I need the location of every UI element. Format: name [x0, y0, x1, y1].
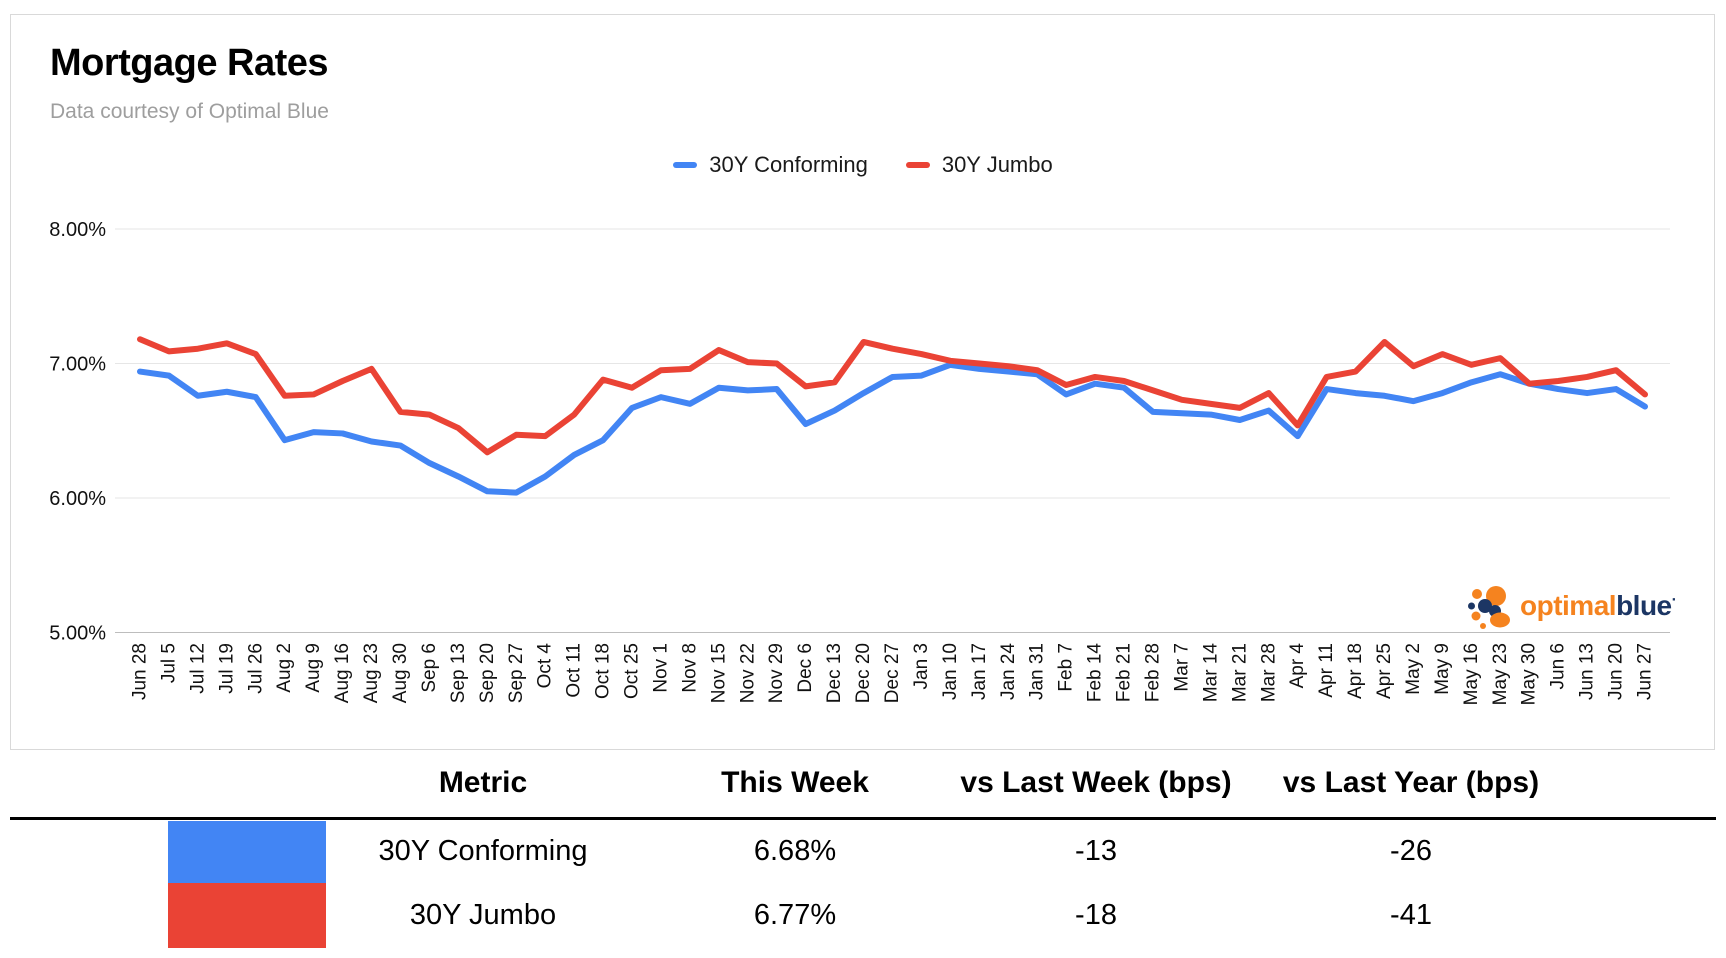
- x-axis-label: Sep 27: [506, 643, 527, 703]
- conforming-line-swatch-icon: [673, 162, 698, 168]
- x-axis-label: Apr 11: [1316, 643, 1337, 698]
- y-axis-label: 6.00%: [49, 488, 106, 510]
- chart-legend: 30Y Conforming 30Y Jumbo: [0, 152, 1726, 178]
- x-axis-label: Oct 4: [535, 643, 556, 689]
- optimal-blue-logo: optimalblue·: [1468, 584, 1683, 629]
- y-axis-label: 7.00%: [49, 354, 106, 376]
- legend-item-jumbo[interactable]: 30Y Jumbo: [905, 152, 1053, 178]
- jumbo-color-swatch: [168, 883, 326, 948]
- optimal-blue-wordmark: optimalblue·: [1520, 590, 1677, 621]
- y-axis-label: 8.00%: [49, 219, 106, 241]
- jumbo-line-swatch-icon: [905, 162, 930, 168]
- cell-vs-last-week-jumbo: -18: [1075, 899, 1117, 931]
- x-axis-label: Mar 28: [1258, 643, 1279, 702]
- legend-item-conforming[interactable]: 30Y Conforming: [673, 152, 868, 178]
- column-header-this-week: This Week: [721, 766, 869, 799]
- x-axis-label: May 2: [1403, 643, 1424, 695]
- chart-card: [10, 14, 1715, 750]
- optimal-blue-pinwheel-icon: [1468, 586, 1510, 629]
- x-axis-label: Nov 8: [679, 643, 700, 693]
- x-axis-label: May 23: [1490, 643, 1511, 705]
- cell-this-week-conforming: 6.68%: [753, 835, 837, 867]
- x-axis-label: Jun 27: [1635, 643, 1656, 700]
- x-axis-label: Mar 7: [1171, 643, 1192, 692]
- x-axis-label: Dec 6: [795, 643, 816, 693]
- x-axis-label: Jun 28: [130, 643, 151, 700]
- series-line-0: [137, 361, 1648, 496]
- x-axis-label: Dec 27: [882, 643, 903, 703]
- legend-label-jumbo: 30Y Jumbo: [941, 152, 1053, 177]
- x-axis-label: Aug 23: [361, 643, 382, 703]
- column-header-vs-last-week: vs Last Week (bps): [960, 766, 1232, 799]
- y-axis-label: 5.00%: [49, 623, 106, 645]
- x-axis-label: Oct 25: [622, 643, 643, 699]
- cell-vs-last-week-conforming: -13: [1075, 835, 1117, 867]
- conforming-color-swatch: [168, 821, 326, 883]
- cell-this-week-jumbo: 6.77%: [753, 899, 837, 931]
- cell-vs-last-year-conforming: -26: [1390, 835, 1432, 867]
- x-axis-label: Dec 13: [824, 643, 845, 703]
- x-axis-label: Apr 4: [1287, 643, 1308, 689]
- x-axis-label: Aug 16: [332, 643, 353, 703]
- page-title: Mortgage Rates: [50, 42, 329, 84]
- x-axis-label: Jun 6: [1548, 643, 1569, 689]
- x-axis-label: Jan 17: [969, 643, 990, 700]
- column-header-vs-last-year: vs Last Year (bps): [1282, 766, 1540, 799]
- x-axis-label: Apr 25: [1374, 643, 1395, 699]
- x-axis-label: Sep 6: [419, 643, 440, 693]
- x-axis-label: Jul 26: [245, 643, 266, 694]
- x-axis-label: Jul 12: [187, 643, 208, 694]
- page-subtitle: Data courtesy of Optimal Blue: [50, 100, 329, 123]
- x-axis-label: Jul 5: [158, 643, 179, 683]
- x-axis-label: May 9: [1432, 643, 1453, 695]
- cell-metric-conforming: 30Y Conforming: [378, 835, 588, 867]
- x-axis-label: Sep 20: [477, 643, 498, 703]
- x-axis-label: Feb 21: [1114, 643, 1135, 702]
- table-header-divider: [10, 817, 1716, 820]
- x-axis-label: Jan 24: [998, 643, 1019, 700]
- x-axis-label: Jan 3: [911, 643, 932, 689]
- x-axis-label: May 30: [1519, 643, 1540, 705]
- table-header-row: Metric This Week vs Last Week (bps) vs L…: [0, 763, 1726, 803]
- cell-metric-jumbo: 30Y Jumbo: [409, 899, 557, 931]
- x-axis-label: Nov 15: [708, 643, 729, 703]
- x-axis-label: Oct 11: [564, 643, 585, 698]
- x-axis-label: Mar 14: [1200, 643, 1221, 703]
- x-axis-label: Oct 18: [593, 643, 614, 699]
- legend-label-conforming: 30Y Conforming: [709, 152, 868, 177]
- x-axis-label: Apr 18: [1345, 643, 1366, 699]
- x-axis-label: Jul 19: [216, 643, 237, 694]
- x-axis-label: Feb 28: [1142, 643, 1163, 702]
- x-axis-label: Nov 29: [766, 643, 787, 703]
- x-axis-label: Nov 1: [650, 643, 671, 693]
- series-line-1: [137, 336, 1648, 456]
- x-axis-label: Mar 21: [1229, 643, 1250, 702]
- x-axis-label: Feb 14: [1085, 643, 1106, 703]
- x-axis-label: Jun 20: [1606, 643, 1627, 700]
- x-axis-label: Dec 20: [853, 643, 874, 703]
- x-axis-label: Aug 9: [303, 643, 324, 693]
- column-header-metric: Metric: [438, 766, 528, 799]
- x-axis-label: Feb 7: [1056, 643, 1077, 692]
- x-axis-label: Nov 22: [737, 643, 758, 703]
- x-axis-label: Sep 13: [448, 643, 469, 703]
- x-axis-label: Jan 31: [1027, 643, 1048, 700]
- x-axis-label: Jun 13: [1577, 643, 1598, 700]
- cell-vs-last-year-jumbo: -41: [1390, 899, 1432, 931]
- x-axis-label: Aug 30: [390, 643, 411, 703]
- x-axis-label: May 16: [1461, 643, 1482, 705]
- x-axis-label: Jan 10: [940, 643, 961, 700]
- x-axis-label: Aug 2: [274, 643, 295, 693]
